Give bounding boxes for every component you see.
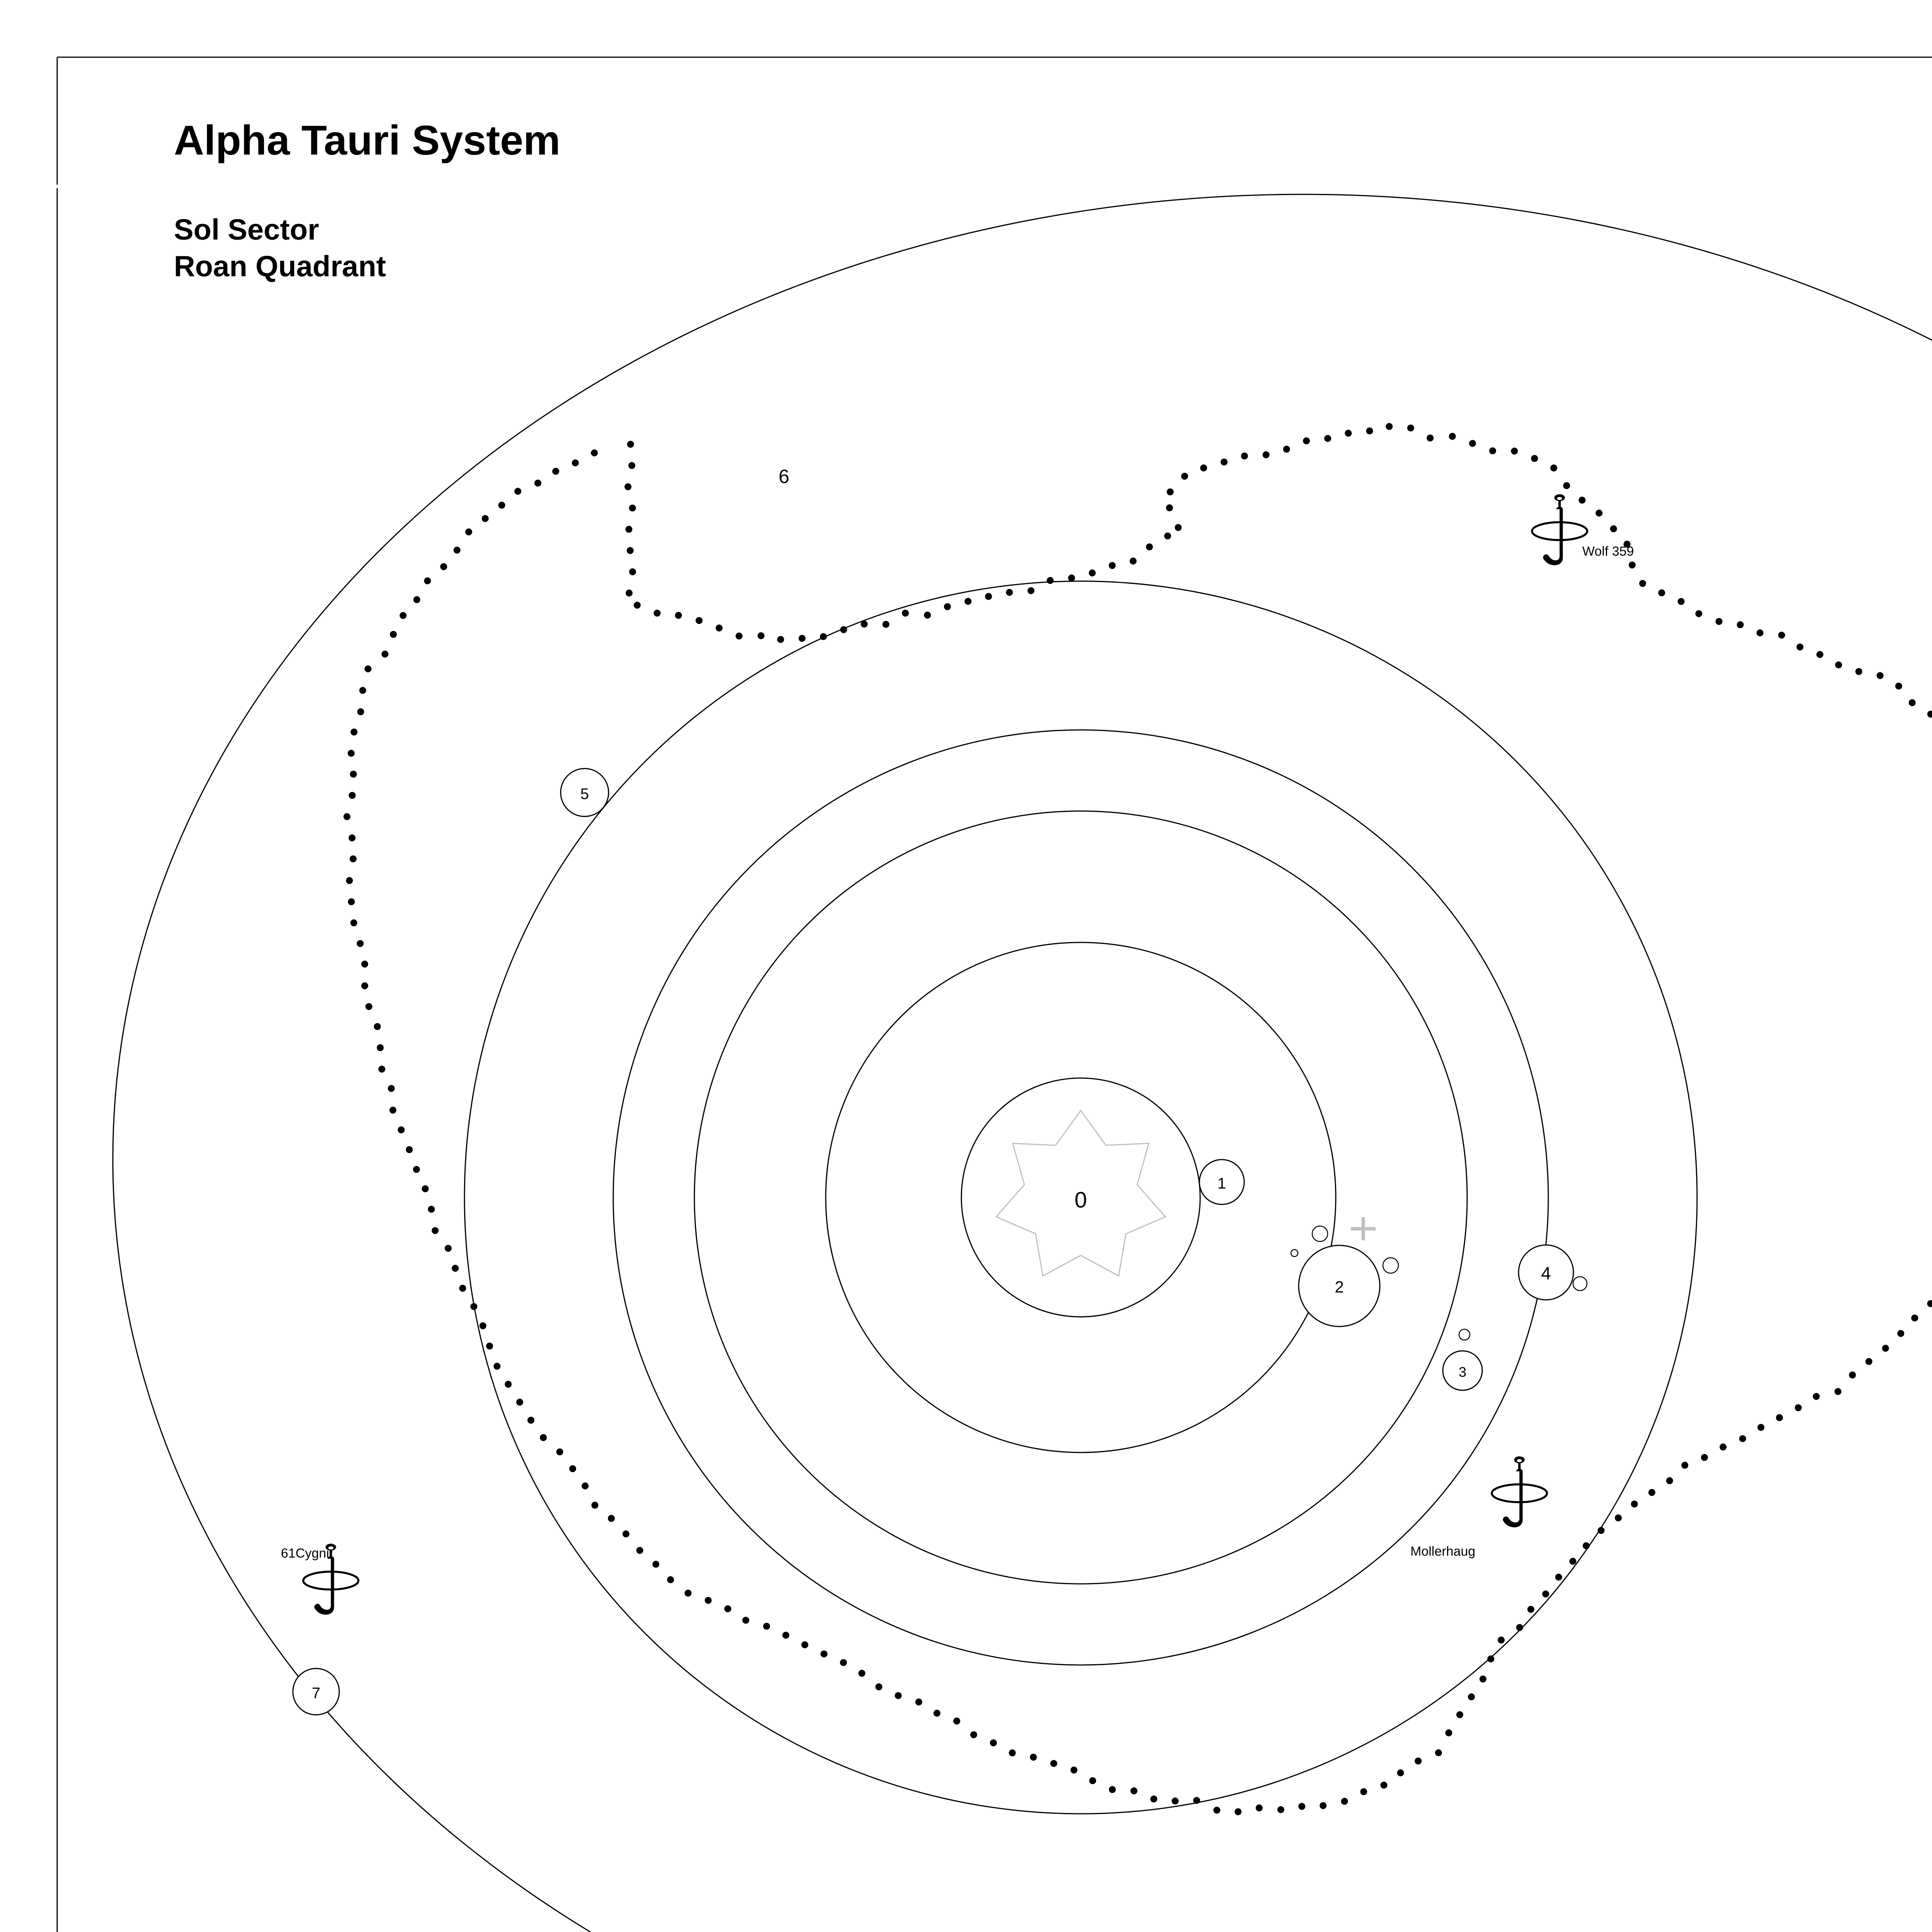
svg-text:4: 4 [1541, 1263, 1551, 1283]
svg-text:3: 3 [1459, 1364, 1466, 1380]
svg-text:Alpha Tauri System: Alpha Tauri System [174, 117, 560, 163]
svg-text:1: 1 [1218, 1175, 1226, 1192]
svg-text:5: 5 [580, 786, 589, 803]
svg-text:Roan Quadrant: Roan Quadrant [174, 250, 386, 283]
svg-text:Sol Sector: Sol Sector [174, 213, 319, 246]
svg-text:6: 6 [779, 466, 789, 487]
svg-text:2: 2 [1335, 1278, 1344, 1296]
svg-text:0: 0 [1075, 1187, 1087, 1213]
svg-text:Mollerhaug: Mollerhaug [1410, 1544, 1475, 1559]
svg-text:7: 7 [312, 1685, 320, 1702]
svg-text:61Cygni: 61Cygni [281, 1546, 329, 1561]
